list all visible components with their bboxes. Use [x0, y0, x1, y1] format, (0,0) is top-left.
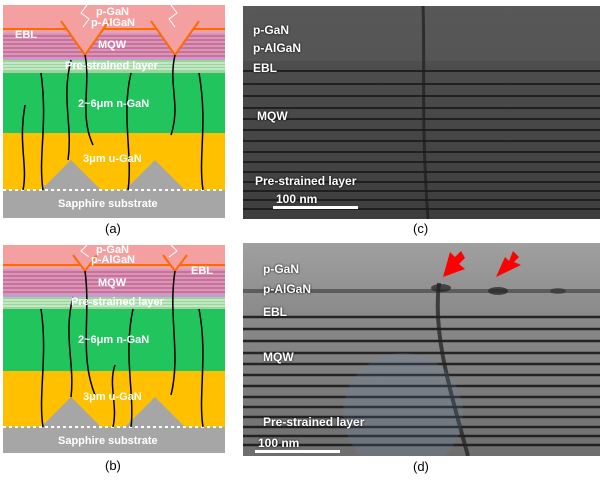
- schematic-panel-a: p-GaN p-AlGaN EBL MQW Pre-strained layer…: [3, 5, 225, 218]
- label-sapphire: Sapphire substrate: [58, 198, 158, 210]
- schematic-a-drawing: [3, 5, 225, 218]
- label-pgan: p-GaN: [96, 245, 129, 256]
- label-ugan: 3μm u-GaN: [83, 391, 142, 403]
- tem-c-image: [243, 6, 600, 219]
- label-pgan: p-GaN: [96, 6, 129, 18]
- tem-c-label-pgan: p-GaN: [253, 23, 289, 37]
- label-prestrained: Pre-strained layer: [71, 296, 164, 308]
- tem-panel-d: p-GaN p-AlGaN EBL MQW Pre-strained layer…: [243, 243, 600, 456]
- label-ebl: EBL: [15, 29, 37, 41]
- tem-d-label-ebl: EBL: [263, 305, 287, 319]
- label-ugan: 3μm u-GaN: [83, 153, 142, 165]
- scalebar-c-label: 100 nm: [276, 192, 318, 206]
- label-palgan: p-AlGaN: [91, 17, 135, 29]
- tem-d-label-prestrained: Pre-strained layer: [263, 415, 365, 429]
- label-ngan: 2~6μm n-GaN: [78, 98, 150, 110]
- caption-a: (a): [105, 221, 121, 236]
- tem-c-label-palgan: p-AlGaN: [253, 41, 301, 55]
- label-mqw: MQW: [98, 277, 127, 289]
- label-palgan: p-AlGaN: [91, 254, 135, 266]
- tem-c-label-prestrained: Pre-strained layer: [255, 174, 357, 188]
- tem-c-label-mqw: MQW: [257, 109, 288, 123]
- tem-d-label-palgan: p-AlGaN: [263, 282, 311, 296]
- tem-d-image: [243, 243, 600, 456]
- tem-d-label-pgan: p-GaN: [263, 262, 299, 276]
- label-sapphire: Sapphire substrate: [58, 435, 158, 447]
- caption-d: (d): [413, 459, 429, 474]
- label-ebl: EBL: [191, 265, 213, 277]
- tem-c-label-ebl: EBL: [253, 61, 277, 75]
- caption-c: (c): [413, 221, 429, 236]
- label-mqw: MQW: [98, 39, 127, 51]
- scalebar-c-line: [273, 206, 358, 209]
- tem-d-label-mqw: MQW: [263, 350, 294, 364]
- scalebar-d-label: 100 nm: [258, 436, 300, 450]
- red-arrow-2: [496, 251, 521, 277]
- ugan-layer: [3, 133, 225, 190]
- label-ngan: 2~6μm n-GaN: [78, 334, 150, 346]
- tem-panel-c: p-GaN p-AlGaN EBL MQW Pre-strained layer…: [243, 6, 600, 219]
- caption-b: (b): [105, 458, 121, 473]
- schematic-panel-b: p-GaN p-AlGaN EBL MQW Pre-strained layer…: [3, 245, 225, 453]
- sapphire-layer: [3, 190, 225, 218]
- ngan-layer: [3, 73, 225, 133]
- schematic-b-drawing: [3, 245, 225, 453]
- red-arrow-1: [443, 251, 465, 277]
- label-prestrained: Pre-strained layer: [65, 60, 158, 72]
- scalebar-d-line: [255, 450, 340, 453]
